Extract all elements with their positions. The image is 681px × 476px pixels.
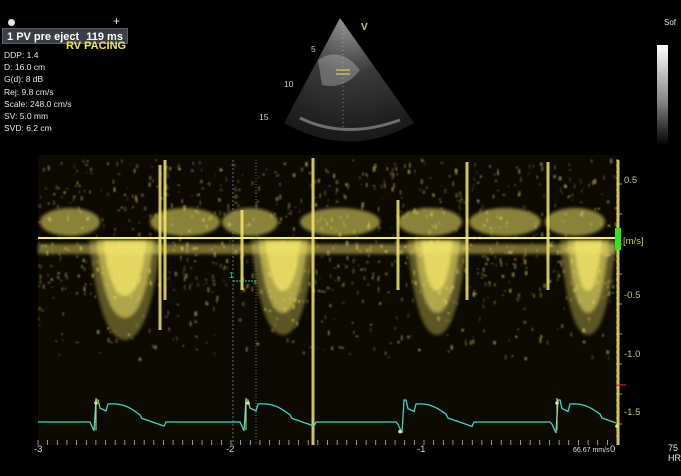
time-tick-0: 0 <box>610 444 616 455</box>
velocity-unit-label: [m/s] <box>623 236 644 247</box>
upper-burst <box>300 208 380 236</box>
measurement-label: PV pre eject <box>16 31 80 43</box>
mode-label: RV PACING <box>66 40 127 52</box>
orientation-marker: V <box>361 22 368 33</box>
velocity-tick-neg1.5: -1.5 <box>624 407 641 418</box>
spectral-spike <box>311 158 315 445</box>
upper-burst <box>150 208 220 236</box>
param-sv-depth: SVD: 6.2 cm <box>4 123 52 134</box>
ecg-trace <box>38 399 617 434</box>
velocity-tick-neg0.5: -0.5 <box>624 290 641 301</box>
param-sample-volume: SV: 5.0 mm <box>4 111 49 122</box>
param-reject: Rej: 9.8 cm/s <box>4 86 54 97</box>
measurement-value: 119 ms <box>86 31 123 43</box>
upper-burst <box>469 208 541 236</box>
time-tick-neg3: -3 <box>34 444 43 455</box>
2d-sector-image <box>284 18 414 142</box>
record-dot-icon <box>8 19 15 26</box>
param-scale: Scale: 248.0 cm/s <box>4 98 72 109</box>
spectral-spike <box>396 200 400 290</box>
upper-burst <box>398 208 462 236</box>
caliper-index: 1 <box>229 271 234 280</box>
spectral-spike <box>163 160 167 300</box>
spectral-spike <box>465 162 469 300</box>
acquisition-parameters: DDP: 1.4 D: 16.0 cm G(d): 8 dB Rej: 9.8 … <box>4 49 72 134</box>
depth-label-15: 15 <box>259 112 269 122</box>
grayscale-bar <box>657 45 668 145</box>
velocity-tick-0.5: 0.5 <box>624 175 638 186</box>
baseline-marker[interactable] <box>615 228 621 250</box>
measurement-result-box[interactable]: 1 PV pre eject 119 ms <box>2 28 128 44</box>
sector-fan <box>284 18 414 142</box>
heart-rate-label: HR <box>668 453 681 463</box>
upper-burst <box>222 208 278 236</box>
upper-burst <box>40 208 100 236</box>
plus-icon[interactable]: + <box>113 14 121 28</box>
doppler-spikes <box>158 158 620 445</box>
baseline-band <box>38 244 616 254</box>
measurement-index: 1 <box>7 31 14 43</box>
top-right-label: Sof <box>664 18 677 27</box>
upper-burst <box>545 208 605 236</box>
spectral-spike <box>546 162 550 290</box>
sector-wall <box>299 116 401 132</box>
velocity-tick-neg1.0: -1.0 <box>624 349 641 360</box>
spectral-spike <box>616 160 620 445</box>
depth-label-10: 10 <box>284 79 294 89</box>
param-ddp: DDP: 1.4 <box>4 50 39 60</box>
doppler-envelopes <box>38 208 616 340</box>
param-gain: G(d): 8 dB <box>4 74 44 85</box>
spectral-spike <box>158 165 162 330</box>
heart-rate-value: 75 <box>668 443 679 453</box>
r-wave-markers <box>95 398 558 430</box>
time-tick-neg1: -1 <box>417 444 426 455</box>
time-tick-neg2: -2 <box>226 444 235 455</box>
depth-label-5: 5 <box>311 44 316 54</box>
param-depth: D: 16.0 cm <box>4 62 46 73</box>
spectral-spike <box>240 210 244 290</box>
sweep-speed: 66.67 mm/s <box>573 447 610 454</box>
time-tick-marks <box>37 440 608 445</box>
heart-rate: 75 HR <box>668 443 681 463</box>
